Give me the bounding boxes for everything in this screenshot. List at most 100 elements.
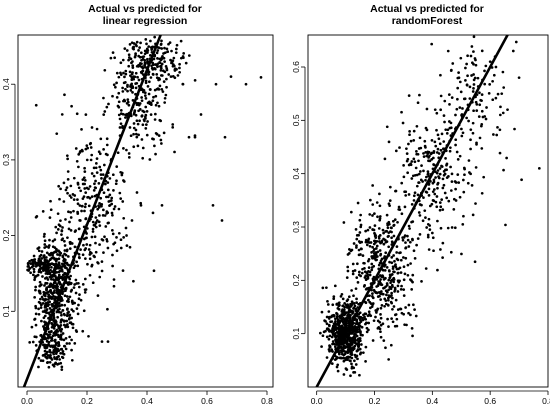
data-point — [411, 237, 414, 241]
data-point — [170, 49, 173, 53]
data-point — [134, 82, 137, 85]
data-point — [379, 335, 383, 339]
data-point — [342, 359, 346, 363]
data-point — [45, 256, 48, 259]
data-point — [496, 125, 499, 129]
data-point — [144, 117, 147, 120]
data-point — [367, 321, 371, 325]
data-point — [377, 227, 381, 230]
data-point — [442, 140, 446, 143]
data-point — [52, 285, 55, 289]
data-point — [386, 222, 389, 225]
y-tick-label: 0.5 — [291, 114, 301, 126]
data-point — [86, 262, 89, 266]
data-point — [404, 241, 407, 244]
panel-linear-regression: Actual vs predicted for linear regressio… — [1, 3, 274, 406]
x-tick-label: 0.4 — [141, 396, 153, 406]
data-point — [41, 275, 44, 278]
data-point — [82, 309, 86, 313]
data-point — [144, 37, 148, 41]
data-point — [58, 358, 62, 361]
data-point — [392, 234, 396, 238]
data-point — [455, 107, 459, 111]
data-point — [328, 330, 331, 333]
data-point — [56, 265, 60, 269]
data-point-outlier — [193, 135, 197, 139]
data-point — [396, 290, 400, 293]
y-tick-label: 0.2 — [1, 229, 11, 241]
data-point — [138, 55, 142, 59]
data-point — [160, 62, 164, 66]
data-point — [155, 76, 159, 80]
data-point — [62, 338, 66, 342]
data-point — [41, 298, 45, 301]
data-point — [110, 211, 114, 215]
data-point — [520, 178, 523, 182]
data-point — [395, 317, 399, 321]
data-point — [402, 294, 406, 297]
data-point — [164, 64, 168, 68]
data-point — [463, 97, 467, 101]
data-point — [48, 238, 51, 242]
data-point — [138, 46, 141, 49]
data-point — [479, 98, 483, 102]
data-point — [55, 132, 59, 136]
data-point — [43, 323, 47, 326]
data-point — [436, 133, 440, 137]
data-point — [466, 181, 470, 185]
data-point — [163, 51, 167, 55]
data-point — [81, 182, 85, 186]
data-point — [348, 355, 352, 359]
data-point — [359, 225, 363, 229]
data-point — [340, 310, 344, 313]
data-point — [108, 203, 112, 207]
data-point — [34, 344, 38, 347]
data-point — [475, 109, 479, 113]
data-point — [471, 90, 475, 93]
data-point — [62, 200, 66, 203]
data-point — [443, 191, 447, 195]
data-point — [402, 278, 406, 282]
data-point — [57, 341, 60, 344]
data-point — [396, 284, 400, 288]
data-point — [68, 335, 71, 339]
data-point — [427, 217, 431, 221]
data-point — [50, 265, 53, 269]
data-point — [46, 278, 50, 281]
data-point — [331, 303, 335, 307]
data-point — [69, 184, 73, 188]
data-point — [379, 330, 382, 334]
data-point — [441, 186, 445, 190]
data-point — [187, 54, 191, 57]
data-point — [374, 315, 377, 319]
data-point — [427, 248, 431, 251]
data-point — [148, 53, 152, 57]
data-point — [398, 146, 401, 149]
data-point — [394, 149, 398, 153]
data-point — [96, 261, 100, 265]
data-point — [158, 77, 162, 81]
data-point — [424, 146, 427, 149]
data-point — [330, 315, 333, 319]
data-point — [365, 240, 369, 244]
data-point — [425, 107, 429, 111]
data-point — [348, 336, 351, 340]
data-point — [454, 187, 457, 191]
data-point-outlier — [223, 135, 227, 139]
data-point — [45, 344, 48, 347]
data-point-outlier — [511, 49, 515, 53]
data-point — [445, 196, 449, 200]
data-point — [63, 93, 66, 97]
data-point — [404, 246, 408, 249]
data-point — [42, 256, 46, 259]
data-point — [108, 177, 112, 180]
data-point — [46, 272, 50, 276]
data-point — [347, 252, 351, 255]
data-point — [162, 56, 166, 60]
data-point — [424, 126, 428, 130]
data-point — [60, 233, 63, 236]
data-point — [378, 192, 381, 196]
data-point — [428, 204, 432, 208]
data-point — [67, 210, 70, 214]
data-point — [68, 220, 71, 224]
